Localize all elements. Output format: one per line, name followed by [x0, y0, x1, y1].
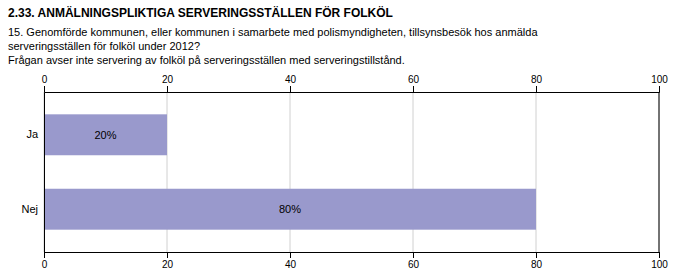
tick-label: 0	[42, 74, 48, 85]
tick-label: 100	[651, 259, 668, 270]
tick-mark	[290, 86, 291, 92]
tick: 40	[285, 74, 297, 92]
x-axis-top: 0 20 40 60 80 100	[42, 74, 669, 93]
subtitle: serveringsställen för folköl under 2012?	[8, 40, 200, 52]
axis-line	[45, 253, 660, 259]
tick: 100	[651, 74, 668, 92]
data-labels: 20% 80%	[94, 129, 301, 215]
subtitle: Frågan avser inte servering av folköl på…	[8, 54, 405, 66]
header: 2.33. ANMÄLNINGSPLIKTIGA SERVERINGSSTÄLL…	[8, 5, 538, 66]
plot: 20% 80% 0 20 40 60 80 100 0 20 40 60 80 100 Ja Nej	[21, 74, 668, 270]
grid-line	[44, 92, 45, 252]
tick: 20	[162, 74, 174, 92]
data-label: 20%	[94, 129, 116, 141]
chart-svg: 2.33. ANMÄLNINGSPLIKTIGA SERVERINGSSTÄLL…	[0, 0, 681, 274]
tick-label: 40	[285, 259, 297, 270]
frame-line	[659, 92, 660, 252]
chart-container: 2.33. ANMÄLNINGSPLIKTIGA SERVERINGSSTÄLL…	[0, 0, 681, 274]
tick-label: 80	[531, 259, 543, 270]
x-axis-bottom: 0 20 40 60 80 100	[42, 252, 669, 270]
tick: Nej	[21, 203, 38, 215]
tick: 20	[162, 252, 174, 270]
tick-label: 20	[162, 74, 174, 85]
axis-line	[45, 86, 660, 93]
title: 2.33. ANMÄLNINGSPLIKTIGA SERVERINGSSTÄLL…	[8, 5, 393, 20]
tick-mark	[167, 252, 168, 258]
tick-label: 40	[285, 74, 297, 85]
tick: 80	[531, 252, 543, 270]
tick: 60	[408, 74, 420, 92]
grid-line	[659, 92, 660, 252]
tick: Ja	[26, 128, 39, 140]
tick: 40	[285, 252, 297, 270]
tick-mark	[290, 252, 291, 258]
tick-mark	[44, 86, 45, 92]
grid	[44, 92, 659, 252]
tick: 0	[42, 252, 48, 270]
subtitle: 15. Genomförde kommunen, eller kommunen …	[8, 26, 538, 38]
tick-label: 60	[408, 259, 420, 270]
tick: 80	[531, 74, 543, 92]
tick-label: 100	[651, 74, 668, 85]
tick-label: 60	[408, 74, 420, 85]
tick-label: Ja	[26, 128, 39, 140]
tick-label: 20	[162, 259, 174, 270]
bars	[44, 114, 536, 229]
data-label: 80%	[279, 203, 301, 215]
tick: 100	[651, 252, 668, 270]
tick-mark	[536, 252, 537, 258]
tick-label: Nej	[21, 203, 38, 215]
tick: 60	[408, 252, 420, 270]
tick-mark	[413, 252, 414, 258]
tick-mark	[44, 252, 45, 258]
tick-mark	[659, 86, 660, 92]
bar	[44, 114, 167, 155]
tick-mark	[413, 86, 414, 92]
tick-mark	[536, 86, 537, 92]
tick-mark	[659, 252, 660, 258]
tick: 0	[42, 74, 48, 92]
tick-mark	[167, 86, 168, 92]
tick-label: 80	[531, 74, 543, 85]
axis-line	[44, 93, 45, 253]
tick-label: 0	[42, 259, 48, 270]
y-axis: Ja Nej	[21, 93, 44, 253]
bar	[44, 189, 536, 230]
